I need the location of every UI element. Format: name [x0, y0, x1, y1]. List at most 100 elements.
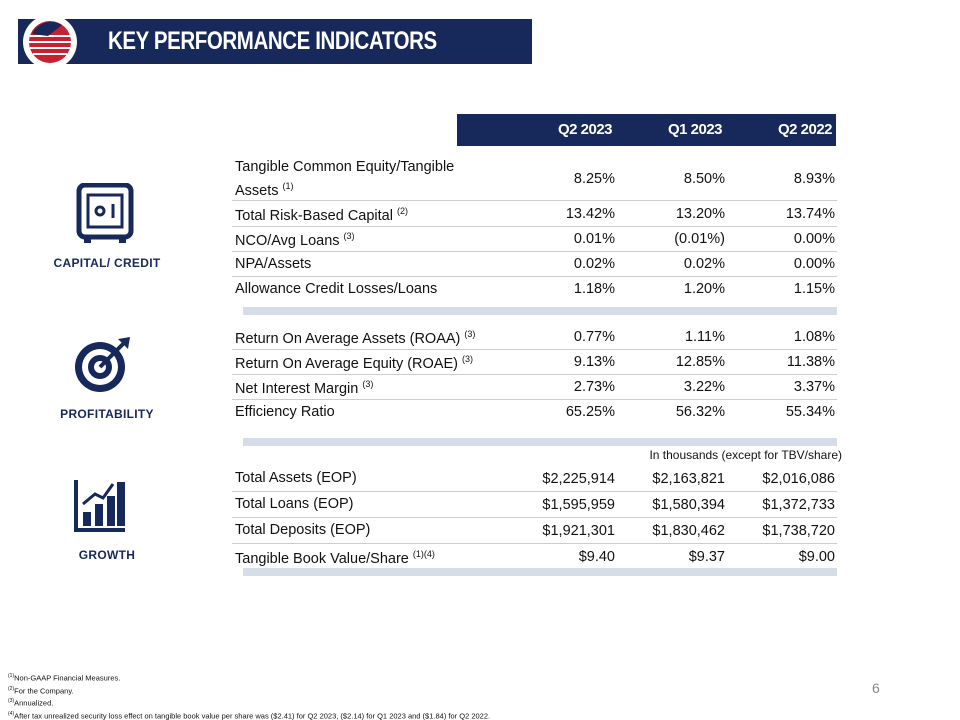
value-cell: 13.42%: [565, 205, 615, 222]
row-label-text: Tangible Book Value/Share: [235, 550, 409, 567]
section-divider: [243, 568, 837, 576]
footnote: (3)Annualized.: [8, 696, 490, 709]
row-label: Tangible Common Equity/Tangible Assets (…: [232, 158, 490, 201]
value-cell: 1.08%: [793, 328, 835, 345]
value-cell: $2,225,914: [542, 470, 615, 487]
units-note: In thousands (except for TBV/share): [649, 448, 842, 462]
footnote-ref: (3): [343, 231, 355, 242]
value-cell: $1,595,959: [542, 496, 615, 513]
value-cell: $9.37: [688, 549, 725, 565]
kpi-section: Tangible Common Equity/Tangible Assets (…: [232, 158, 837, 301]
row-label-text: Allowance Credit Losses/Loans: [235, 280, 438, 297]
value-cell: $9.00: [798, 549, 835, 565]
footnote-ref: (2): [397, 205, 408, 216]
footnote-ref: (3): [362, 379, 374, 390]
value-cell: 0.00%: [793, 231, 835, 247]
row-label: Tangible Book Value/Share (1)(4): [232, 545, 490, 569]
value-cell: 9.13%: [573, 354, 615, 370]
value-cell: $1,921,301: [542, 522, 615, 539]
footnote-ref: (3): [464, 328, 476, 339]
kpi-row: Total Assets (EOP) $2,225,914 $2,163,821 $2…: [232, 466, 837, 492]
value-cell: $2,163,821: [652, 470, 725, 487]
value-cell: 55.34%: [785, 404, 835, 420]
kpi-row: Allowance Credit Losses/Loans 1.18% 1.20% 1…: [232, 277, 837, 301]
section-divider: [243, 438, 837, 446]
target-icon: [75, 337, 130, 392]
row-label-text: Tangible Common Equity/Tangible Assets: [235, 159, 455, 199]
row-label: Total Assets (EOP): [232, 469, 490, 488]
value-cell: 8.93%: [793, 171, 835, 188]
value-cell: 56.32%: [675, 404, 725, 420]
header-bar: [18, 19, 532, 64]
footnote: (2)For the Company.: [8, 684, 490, 697]
value-cell: $1,830,462: [652, 522, 725, 539]
value-cell: 1.18%: [573, 281, 615, 297]
footnote-ref: (1)(4): [412, 549, 435, 560]
kpi-row: Tangible Book Value/Share (1)(4) $9.40 $9.…: [232, 544, 837, 570]
row-label-text: NCO/Avg Loans: [235, 232, 340, 249]
footnote-ref: (3): [462, 354, 474, 365]
kpi-row: Efficiency Ratio 65.25% 56.32% 55.34%: [232, 400, 837, 424]
page-number: 6: [872, 680, 880, 696]
kpi-row: Tangible Common Equity/Tangible Assets (…: [232, 158, 837, 201]
kpi-row: Total Deposits (EOP) $1,921,301 $1,830,462…: [232, 518, 837, 544]
value-cell: 13.74%: [785, 205, 835, 222]
kpi-row: NPA/Assets 0.02% 0.02% 0.00%: [232, 252, 837, 277]
value-cell: 11.38%: [786, 354, 835, 370]
row-label: NPA/Assets: [232, 255, 490, 274]
value-cell: 1.20%: [683, 281, 725, 297]
row-label-text: Total Loans (EOP): [235, 496, 354, 512]
value-cell: 65.25%: [565, 404, 615, 420]
section-divider: [243, 307, 837, 315]
footnote-mark: (2): [8, 685, 15, 692]
growth-icon: [74, 480, 125, 532]
row-label: Return On Average Equity (ROAE) (3): [232, 350, 490, 374]
row-label-text: Net Interest Margin: [235, 380, 359, 397]
value-cell: $1,738,720: [762, 522, 835, 539]
value-cell: $9.40: [578, 549, 615, 565]
kpi-section: Return On Average Assets (ROAA) (3) 0.77%…: [232, 324, 837, 424]
row-label-text: NPA/Assets: [235, 255, 312, 272]
value-cell: $1,580,394: [652, 496, 725, 513]
kpi-row: Return On Average Equity (ROAE) (3) 9.13%…: [232, 350, 837, 375]
section-label: CAPITAL/ CREDIT: [53, 256, 161, 270]
footnote-mark: (3): [8, 698, 15, 704]
value-cell: 1.15%: [793, 281, 835, 297]
footnote-text: Annualized.: [14, 698, 54, 708]
column-header: Q2 2022: [777, 121, 833, 138]
row-label-text: Total Deposits (EOP): [235, 522, 371, 538]
footnote-text: After tax unrealized security loss effec…: [14, 711, 491, 720]
row-label: Net Interest Margin (3): [232, 375, 490, 399]
footnote-mark: (4): [8, 710, 15, 717]
row-label: Total Deposits (EOP): [232, 521, 490, 540]
footnotes: (1)Non-GAAP Financial Measures. (2)For th…: [8, 671, 490, 720]
row-label: Total Loans (EOP): [232, 495, 490, 514]
footnote: (4)After tax unrealized security loss ef…: [8, 709, 490, 720]
column-header-bar: [457, 114, 836, 146]
title: KEY PERFORMANCE INDICATORS: [108, 27, 437, 55]
value-cell: 0.01%: [573, 231, 615, 247]
footnote-mark: (1): [8, 673, 15, 679]
value-cell: 0.02%: [573, 256, 615, 272]
value-cell: 13.20%: [675, 205, 725, 222]
safe-icon: [76, 183, 134, 243]
section-label: GROWTH: [78, 548, 136, 562]
logo: [23, 15, 77, 69]
row-label-text: Return On Average Equity (ROAE): [235, 355, 458, 372]
row-label: Efficiency Ratio: [232, 403, 490, 422]
value-cell: $1,372,733: [762, 496, 835, 513]
row-label: NCO/Avg Loans (3): [232, 227, 490, 251]
kpi-row: Return On Average Assets (ROAA) (3) 0.77%…: [232, 324, 837, 350]
kpi-row: Total Risk-Based Capital (2) 13.42% 13.20%…: [232, 201, 837, 227]
value-cell: (0.01%): [674, 231, 725, 247]
row-label-text: Total Assets (EOP): [235, 470, 357, 486]
value-cell: 8.25%: [573, 171, 615, 188]
footnote-ref: (1): [282, 181, 294, 191]
row-label: Total Risk-Based Capital (2): [232, 202, 490, 226]
kpi-row: Total Loans (EOP) $1,595,959 $1,580,394 $1,…: [232, 492, 837, 518]
value-cell: 12.85%: [675, 354, 725, 370]
value-cell: $2,016,086: [762, 470, 835, 487]
row-label-text: Total Risk-Based Capital: [235, 207, 393, 224]
column-header: Q1 2023: [667, 121, 723, 138]
